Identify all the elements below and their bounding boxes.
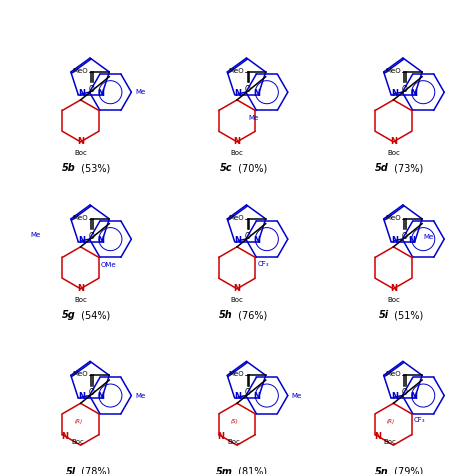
Text: N: N xyxy=(410,392,417,401)
Text: O: O xyxy=(88,232,94,241)
Text: (53%): (53%) xyxy=(78,163,110,173)
Text: Boc: Boc xyxy=(74,150,87,156)
Text: (54%): (54%) xyxy=(78,310,110,320)
Text: Me: Me xyxy=(292,392,302,399)
Text: Boc: Boc xyxy=(71,439,84,445)
Text: N: N xyxy=(410,89,417,98)
Text: N: N xyxy=(235,236,241,245)
Text: (73%): (73%) xyxy=(391,163,423,173)
Text: O: O xyxy=(245,388,251,397)
Text: Boc: Boc xyxy=(228,439,240,445)
Text: N: N xyxy=(77,284,84,293)
Text: 5h: 5h xyxy=(219,310,232,320)
Text: MeO: MeO xyxy=(385,215,401,221)
Text: 5n: 5n xyxy=(375,466,389,474)
Text: N: N xyxy=(390,137,397,146)
Text: N: N xyxy=(374,432,381,441)
Text: OMe: OMe xyxy=(101,262,117,268)
Text: 5l: 5l xyxy=(66,466,76,474)
Text: (51%): (51%) xyxy=(391,310,423,320)
Text: N: N xyxy=(390,284,397,293)
Text: Boc: Boc xyxy=(230,297,244,303)
Text: Boc: Boc xyxy=(387,150,400,156)
Text: N: N xyxy=(254,236,260,245)
Text: N: N xyxy=(61,432,68,441)
Text: Boc: Boc xyxy=(230,150,244,156)
Text: 5c: 5c xyxy=(220,163,232,173)
Text: MeO: MeO xyxy=(229,215,245,221)
Text: N: N xyxy=(77,137,84,146)
Text: O: O xyxy=(88,388,94,397)
Text: MeO: MeO xyxy=(73,68,88,74)
Text: MeO: MeO xyxy=(385,371,401,377)
Text: N: N xyxy=(391,89,398,98)
Text: MeO: MeO xyxy=(73,371,88,377)
Text: CF₃: CF₃ xyxy=(257,261,269,267)
Text: O: O xyxy=(401,388,407,397)
Text: N: N xyxy=(218,432,225,441)
Text: (R): (R) xyxy=(387,419,395,424)
Text: 5m: 5m xyxy=(215,466,232,474)
Text: N: N xyxy=(97,89,104,98)
Text: 5g: 5g xyxy=(62,310,76,320)
Text: O: O xyxy=(401,232,407,241)
Text: MeO: MeO xyxy=(385,68,401,74)
Text: 5i: 5i xyxy=(379,310,389,320)
Text: Boc: Boc xyxy=(384,439,397,445)
Text: N: N xyxy=(78,392,85,401)
Text: N: N xyxy=(97,236,104,245)
Text: N: N xyxy=(391,236,398,245)
Text: N: N xyxy=(254,392,260,401)
Text: O: O xyxy=(88,85,94,94)
Text: 5d: 5d xyxy=(375,163,389,173)
Text: O: O xyxy=(245,85,251,94)
Text: (S): (S) xyxy=(231,419,238,424)
Text: MeO: MeO xyxy=(73,215,88,221)
Text: MeO: MeO xyxy=(229,68,245,74)
Text: Me: Me xyxy=(135,392,146,399)
Text: N: N xyxy=(97,392,104,401)
Text: CF₃: CF₃ xyxy=(414,418,425,423)
Text: N: N xyxy=(391,392,398,401)
Text: N: N xyxy=(234,137,240,146)
Text: 5b: 5b xyxy=(62,163,76,173)
Text: Me: Me xyxy=(249,115,259,121)
Text: Me: Me xyxy=(30,232,40,237)
Text: (R): (R) xyxy=(74,419,82,424)
Text: N: N xyxy=(78,236,85,245)
Text: (79%): (79%) xyxy=(391,466,423,474)
Text: Boc: Boc xyxy=(387,297,400,303)
Text: (78%): (78%) xyxy=(78,466,110,474)
Text: MeO: MeO xyxy=(229,371,245,377)
Text: N: N xyxy=(234,284,240,293)
Text: N: N xyxy=(409,236,415,245)
Text: (70%): (70%) xyxy=(235,163,267,173)
Text: N: N xyxy=(235,89,241,98)
Text: (76%): (76%) xyxy=(235,310,267,320)
Text: N: N xyxy=(235,392,241,401)
Text: O: O xyxy=(401,85,407,94)
Text: O: O xyxy=(245,232,251,241)
Text: Me: Me xyxy=(135,89,146,95)
Text: Boc: Boc xyxy=(74,297,87,303)
Text: Me: Me xyxy=(423,234,434,240)
Text: (81%): (81%) xyxy=(235,466,267,474)
Text: N: N xyxy=(254,89,260,98)
Text: N: N xyxy=(78,89,85,98)
